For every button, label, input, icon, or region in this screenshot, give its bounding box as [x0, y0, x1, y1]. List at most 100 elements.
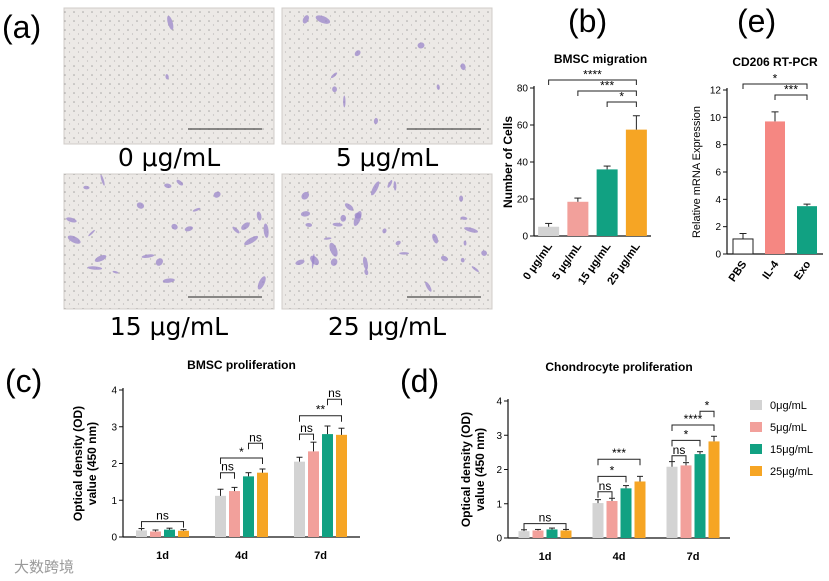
chart-cd206-rtpcr: (e) CD206 RT-PCR 0 2 4 6 8 10 12 Relative mRNA Ex… [691, 3, 823, 284]
bar [625, 129, 647, 236]
significance-bracket [141, 521, 184, 528]
significance-bracket [671, 439, 701, 447]
y-tick-label: 40 [517, 158, 529, 169]
chart-title: CD206 RT-PCR [732, 55, 818, 69]
bar [178, 530, 189, 537]
significance-label: * [684, 427, 689, 441]
bar [294, 461, 305, 537]
bar [560, 530, 572, 538]
stained-cell [66, 217, 77, 223]
stained-cell [393, 181, 397, 191]
significance-bracket [597, 475, 627, 483]
stained-cell [155, 258, 163, 266]
y-axis-label: Number of Cells [501, 116, 515, 208]
legend-swatch [750, 444, 762, 454]
x-tick-label: PBS [727, 259, 750, 284]
stained-cell [417, 42, 425, 49]
legend-swatch [750, 400, 762, 410]
caption-5: 5 μg/mL [336, 143, 438, 172]
y-axis-label: value (450 nm) [473, 428, 487, 511]
bar [708, 441, 720, 538]
stained-cell [481, 250, 487, 256]
stained-cell [87, 266, 103, 270]
y-tick-label: 1 [111, 496, 117, 507]
stained-cell [100, 174, 105, 186]
chart-title: BMSC proliferation [187, 358, 296, 372]
stained-cell [94, 255, 107, 262]
y-axis-label: Optical density (OD) [71, 406, 85, 521]
significance-bracket [774, 94, 808, 100]
stained-cell [171, 223, 178, 230]
y-axis-label: Optical density (OD) [459, 412, 473, 527]
panel-label-d: (d) [400, 363, 439, 399]
panel-a-microscopy [63, 7, 493, 310]
bar [336, 434, 347, 537]
stained-cell [330, 72, 338, 79]
stained-cell [257, 276, 266, 290]
stained-cell [244, 235, 259, 246]
stained-cell [364, 269, 369, 276]
bar [634, 481, 646, 538]
bar [532, 530, 544, 538]
y-tick-label: 4 [715, 195, 721, 206]
significance-label: * [773, 72, 778, 86]
stained-cell [440, 255, 448, 262]
bar [322, 434, 333, 537]
significance-label: ns [328, 386, 341, 400]
y-axis-label: value (450 nm) [85, 422, 99, 505]
stained-cell [340, 214, 347, 222]
stained-cell [256, 211, 262, 221]
stained-cell [460, 216, 468, 220]
watermark: 大数跨境 [14, 558, 74, 576]
y-tick-label: 0 [111, 533, 117, 544]
stained-cell [425, 281, 432, 292]
significance-bracket [671, 424, 715, 431]
stained-cell [83, 185, 90, 190]
stained-cell [382, 228, 387, 234]
legend-label: 25μg/mL [770, 466, 813, 478]
chart-chondrocyte-proliferation: (d) Chondrocyte proliferation 0 1 2 3 4 Optical… [400, 360, 730, 563]
significance-bracket [742, 83, 808, 89]
stained-cell [370, 181, 380, 196]
stained-cell [353, 211, 362, 226]
significance-bracket [597, 491, 613, 498]
significance-label: *** [612, 446, 626, 460]
bar [680, 465, 692, 538]
significance-bracket [327, 398, 342, 406]
y-tick-label: 8 [715, 140, 721, 151]
significance-label: * [619, 90, 624, 104]
stained-cell [67, 235, 81, 244]
stained-cell [263, 223, 269, 238]
significance-label: **** [583, 68, 602, 82]
y-tick-label: 3 [111, 422, 117, 433]
stained-cell [295, 259, 305, 266]
y-tick-label: 2 [111, 459, 117, 470]
significance-bracket [548, 79, 637, 85]
significance-label: ns [156, 509, 169, 523]
significance-bracket [248, 442, 263, 450]
significance-label: ns [599, 479, 612, 493]
caption-15: 15 μg/mL [110, 312, 228, 341]
stained-cell [432, 233, 439, 244]
stained-cell [460, 257, 465, 263]
significance-label: * [239, 445, 244, 459]
significance-bracket [523, 523, 567, 530]
significance-bracket [220, 472, 235, 479]
legend-label: 0μg/mL [770, 400, 807, 412]
significance-label: ns [221, 460, 234, 474]
significance-bracket [671, 455, 687, 462]
stained-cell [315, 15, 331, 24]
bar [765, 121, 785, 254]
significance-label: * [705, 398, 710, 412]
stained-cell [343, 95, 346, 108]
bar [592, 503, 604, 538]
significance-bracket [299, 433, 314, 441]
stained-cell [395, 240, 401, 246]
bar [694, 454, 706, 538]
bar [150, 531, 161, 537]
chart-bmsc-proliferation: (c) BMSC proliferation 0 1 2 3 4 Optical densit… [5, 358, 360, 562]
significance-bracket [577, 90, 637, 96]
caption-25: 25 μg/mL [328, 312, 446, 341]
bar [518, 531, 530, 538]
stained-cell [387, 180, 393, 188]
